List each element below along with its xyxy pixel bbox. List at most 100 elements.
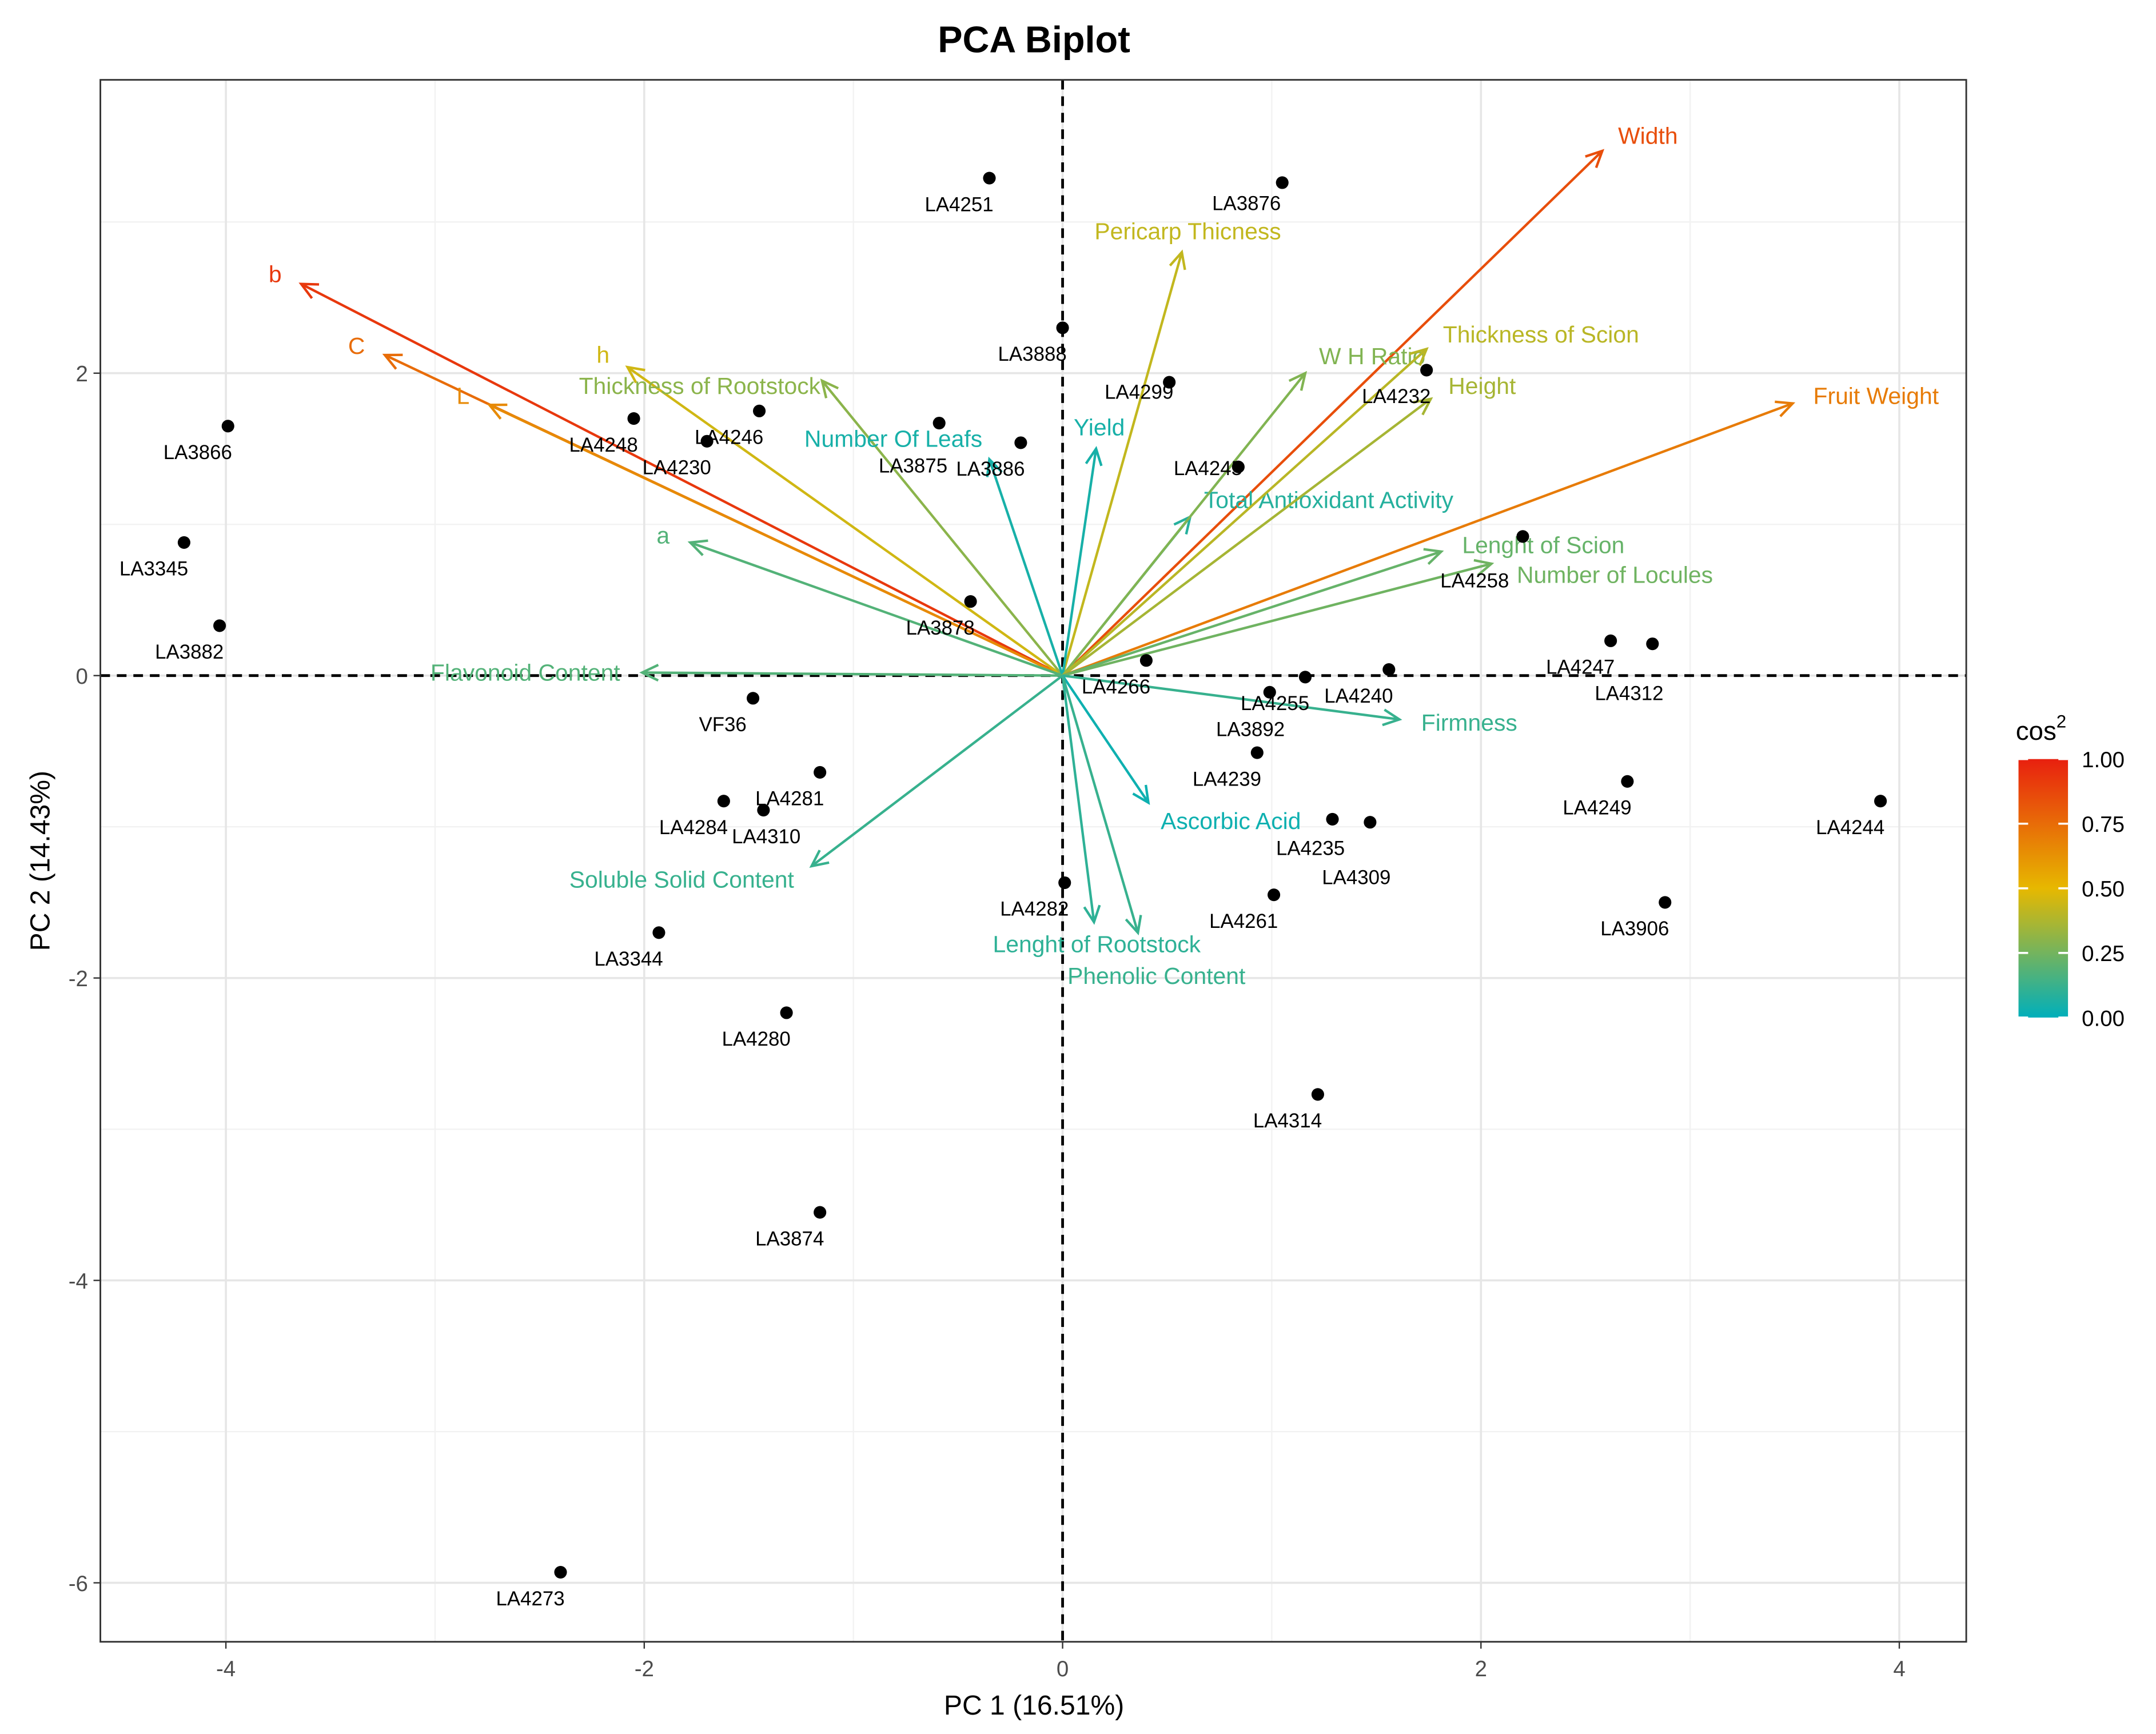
- variable-label: Height: [1448, 373, 1516, 399]
- individual-point: LA3344: [594, 926, 665, 970]
- arrow-line: [1062, 397, 1432, 677]
- individual-point: LA3888: [998, 321, 1069, 365]
- arrowhead: [1169, 249, 1186, 270]
- individual-point: LA4255: [1241, 671, 1312, 715]
- point-marker: [1621, 775, 1634, 788]
- y-tick-label: -4: [69, 1269, 88, 1294]
- variable-arrow: Number Of Leafs: [804, 425, 1064, 676]
- point-label: LA3345: [119, 558, 188, 580]
- point-marker: [1058, 876, 1071, 890]
- point-label: LA4239: [1193, 768, 1261, 790]
- individual-point: LA4299: [1105, 376, 1176, 403]
- variable-arrow: Thickness of Rootstock: [579, 373, 1064, 677]
- point-marker: [1382, 663, 1396, 676]
- point-marker: [627, 412, 640, 425]
- point-label: LA4282: [1000, 898, 1069, 920]
- legend-tick-label: 1.00: [2082, 748, 2125, 772]
- individual-points: LA3876 LA4251 LA3888 LA4299 LA4232 LA4245 LA42…: [119, 172, 1887, 1610]
- individual-point: LA3866: [164, 420, 234, 464]
- individual-point: LA4245: [1174, 457, 1245, 480]
- point-marker: [780, 1006, 793, 1019]
- individual-point: LA4314: [1253, 1088, 1324, 1132]
- legend-title: cos2: [2016, 711, 2067, 746]
- individual-point: LA3875: [879, 416, 947, 477]
- point-label: LA4314: [1253, 1110, 1322, 1132]
- x-tick-label: 0: [1057, 1657, 1069, 1681]
- y-tick-label: 0: [76, 664, 88, 689]
- point-marker: [1268, 888, 1281, 902]
- point-marker: [1250, 746, 1264, 759]
- point-marker: [983, 172, 996, 185]
- point-marker: [1056, 321, 1069, 334]
- variable-label: Pericarp Thicness: [1094, 218, 1281, 245]
- arrow-line: [988, 459, 1064, 676]
- arrowhead: [382, 353, 403, 370]
- arrowhead: [1083, 904, 1101, 925]
- variable-label: Soluble Solid Content: [569, 867, 795, 893]
- point-marker: [1646, 637, 1659, 651]
- arrowhead: [1382, 708, 1402, 727]
- individual-point: LA4230: [643, 435, 714, 479]
- point-label: LA4232: [1362, 385, 1430, 408]
- variable-label: Flavonoid Content: [431, 660, 620, 686]
- point-marker: [752, 404, 766, 417]
- y-tick-label: -2: [69, 967, 88, 991]
- point-marker: [757, 804, 770, 817]
- arrow-line: [1061, 448, 1098, 676]
- point-label: LA4261: [1209, 910, 1278, 932]
- individual-point: LA3876: [1212, 176, 1289, 215]
- point-label: LA4235: [1276, 837, 1345, 859]
- point-marker: [717, 795, 730, 808]
- point-label: LA3882: [155, 641, 224, 663]
- individual-point: LA4284: [659, 795, 730, 839]
- variable-label: Yield: [1074, 414, 1125, 440]
- point-marker: [814, 1206, 827, 1219]
- point-marker: [1420, 364, 1433, 377]
- arrowhead: [1132, 784, 1150, 805]
- variable-arrow: Flavonoid Content: [431, 660, 1063, 686]
- variable-arrow: Phenolic Content: [1061, 675, 1246, 989]
- legend-tick-label: 0.00: [2082, 1006, 2125, 1031]
- individual-point: LA4239: [1193, 746, 1264, 790]
- variable-label: Number Of Leafs: [804, 425, 982, 452]
- point-marker: [964, 595, 977, 608]
- point-marker: [1276, 176, 1289, 189]
- individual-point: LA4312: [1595, 637, 1664, 705]
- individual-point: LA4258: [1440, 530, 1529, 592]
- individual-point: LA4235: [1276, 812, 1345, 859]
- point-marker: [221, 420, 234, 433]
- variable-arrow: Number of Locules: [1062, 559, 1713, 677]
- individual-point: LA3345: [119, 536, 190, 580]
- legend-title-superscript: 2: [2057, 711, 2066, 731]
- individual-point: LA4244: [1816, 795, 1887, 839]
- individual-point: LA4266: [1082, 654, 1153, 698]
- point-label: LA3344: [594, 948, 663, 970]
- variable-arrow: Width: [1062, 123, 1678, 677]
- point-label: LA3866: [164, 441, 232, 464]
- point-marker: [1364, 816, 1377, 829]
- individual-point: LA4273: [496, 1565, 567, 1610]
- point-marker: [652, 926, 665, 939]
- variable-label: h: [596, 341, 609, 368]
- arrowhead: [820, 378, 839, 398]
- point-label: LA4240: [1324, 685, 1393, 707]
- point-marker: [554, 1565, 567, 1579]
- x-tick-label: -4: [216, 1657, 236, 1681]
- point-marker: [1659, 896, 1672, 909]
- arrowhead: [986, 456, 1003, 477]
- point-marker: [1163, 376, 1176, 389]
- point-label: LA4273: [496, 1588, 564, 1610]
- arrow-line: [811, 674, 1063, 867]
- arrowhead: [625, 365, 645, 384]
- arrow-line: [1062, 348, 1428, 677]
- y-tick-label: -6: [69, 1572, 88, 1596]
- individual-point: LA4232: [1362, 364, 1433, 408]
- point-label: LA4245: [1174, 457, 1242, 480]
- individual-point: LA3874: [755, 1206, 827, 1250]
- variable-label: L: [457, 382, 470, 409]
- chart-title: PCA Biplot: [938, 19, 1130, 61]
- point-marker: [1326, 812, 1339, 826]
- arrow-line: [300, 282, 1063, 677]
